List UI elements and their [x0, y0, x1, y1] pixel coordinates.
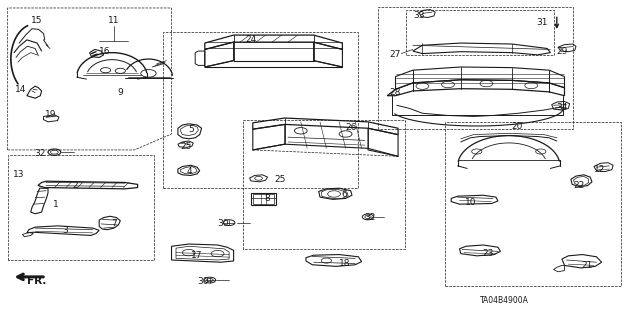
Text: 30: 30	[217, 219, 228, 228]
Text: 7: 7	[111, 219, 116, 228]
Text: 18: 18	[339, 259, 350, 268]
Text: 12: 12	[594, 165, 605, 174]
Text: 8: 8	[265, 194, 270, 203]
Text: 30: 30	[198, 277, 209, 286]
Text: 20: 20	[511, 122, 523, 130]
Text: 26: 26	[345, 123, 356, 132]
Text: 23: 23	[482, 249, 493, 258]
Text: 25: 25	[274, 175, 285, 184]
Text: 22: 22	[573, 181, 585, 189]
Text: 16: 16	[99, 47, 110, 56]
Text: 24: 24	[245, 35, 257, 44]
Text: 27: 27	[389, 50, 401, 59]
Text: 28: 28	[389, 88, 401, 97]
Text: 17: 17	[191, 251, 203, 260]
Text: 2: 2	[73, 181, 78, 190]
Text: 9: 9	[118, 88, 123, 97]
Text: 32: 32	[364, 213, 376, 222]
Text: 4: 4	[187, 167, 192, 176]
Text: TA04B4900A: TA04B4900A	[480, 296, 529, 305]
Text: 21: 21	[582, 261, 593, 270]
Text: 6: 6	[342, 190, 347, 199]
Text: 3: 3	[63, 226, 68, 235]
Text: 31: 31	[536, 18, 548, 27]
Text: FR.: FR.	[28, 276, 47, 286]
Text: 25: 25	[180, 142, 191, 151]
Text: 5: 5	[188, 125, 193, 134]
Text: 34: 34	[556, 103, 568, 112]
Text: 19: 19	[45, 110, 57, 119]
Text: 13: 13	[13, 170, 25, 179]
Text: 10: 10	[465, 198, 476, 207]
Text: 32: 32	[34, 149, 45, 158]
Text: 11: 11	[108, 16, 120, 25]
Text: 29: 29	[556, 47, 568, 56]
Text: 1: 1	[54, 200, 59, 209]
Text: 15: 15	[31, 16, 42, 25]
Text: 33: 33	[413, 11, 425, 20]
Text: 14: 14	[15, 85, 26, 94]
